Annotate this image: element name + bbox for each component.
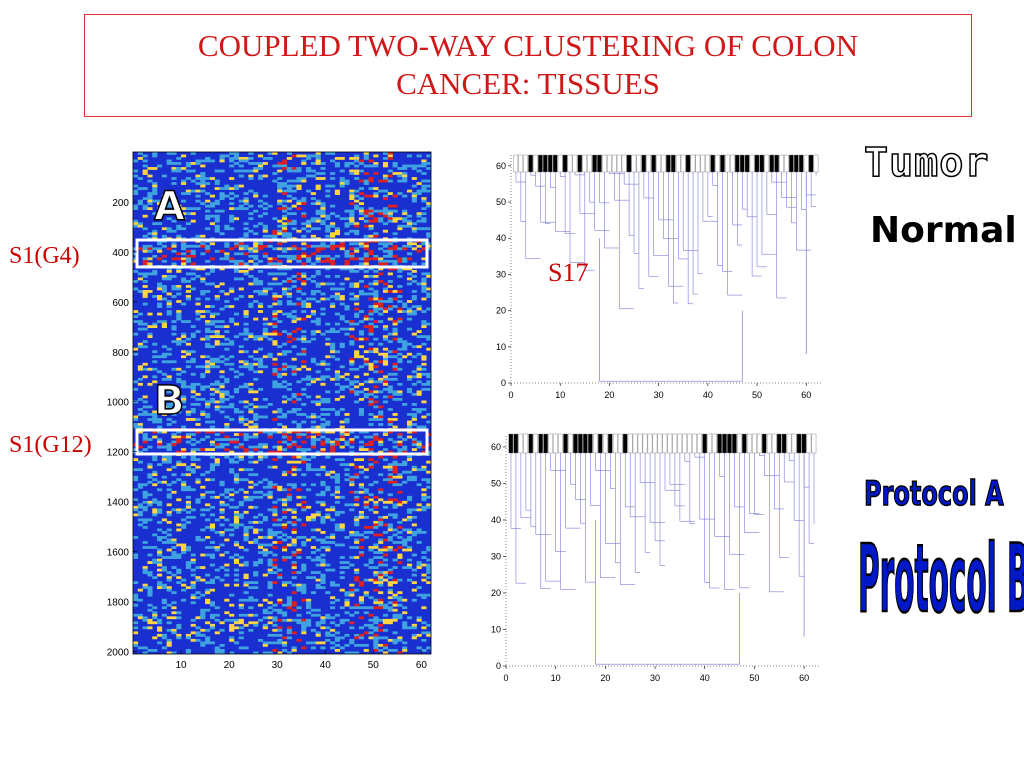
dendrogram-y-tick: 50 xyxy=(491,478,501,488)
legend-tumor: Tumor xyxy=(863,139,990,187)
dendrogram-x-tick: 10 xyxy=(551,673,561,683)
band-label-g12: S1(G12) xyxy=(9,432,92,458)
dendrogram-y-tick: 60 xyxy=(496,161,506,171)
band-label-g4: S1(G4) xyxy=(9,243,80,269)
cluster-label-b: B xyxy=(153,377,185,425)
heatmap-y-tick: 200 xyxy=(112,198,129,209)
legend-normal: Normal xyxy=(870,210,1017,251)
dendrogram-x-tick: 0 xyxy=(508,390,513,400)
dendrogram-x-tick: 0 xyxy=(503,673,508,683)
heatmap-x-tick: 20 xyxy=(224,660,236,671)
dendrogram-bottom: 0 10 20 30 40 50 60 0 10 20 30 40 50 60 xyxy=(491,433,819,683)
heatmap-y-tick: 1800 xyxy=(107,598,130,609)
dendrogram-y-tick: 0 xyxy=(501,378,506,388)
dendrogram-x-tick: 20 xyxy=(604,390,614,400)
dendrogram-x-tick: 50 xyxy=(752,390,762,400)
band-a-outline xyxy=(135,238,429,269)
heatmap-y-tick: 800 xyxy=(112,348,129,359)
legend-protocol-a: Protocol A xyxy=(864,473,1005,514)
heatmap-y-tick: 1000 xyxy=(107,398,130,409)
legend-protocol-b: Protocol B xyxy=(858,527,1024,636)
heatmap-axes: 200 400 600 800 1000 1200 1400 1600 1800 2000 10 20… xyxy=(107,151,432,671)
heatmap-y-tick: 2000 xyxy=(107,647,130,658)
dendrogram-y-tick: 40 xyxy=(491,515,501,525)
title-line-1: COUPLED TWO-WAY CLUSTERING OF COLON xyxy=(197,28,859,63)
dendrogram-y-tick: 0 xyxy=(496,661,501,671)
band-b-outline xyxy=(135,428,429,456)
heatmap-y-tick: 400 xyxy=(112,248,129,259)
dendrogram-x-tick: 50 xyxy=(749,673,759,683)
title-line-2: CANCER: TISSUES xyxy=(396,66,660,101)
dendrogram-y-tick: 40 xyxy=(496,233,506,243)
title-box: COUPLED TWO-WAY CLUSTERING OF COLON CANC… xyxy=(84,14,972,117)
heatmap-x-tick: 50 xyxy=(368,660,380,671)
heatmap-y-tick: 1400 xyxy=(107,498,130,509)
heatmap-x-tick: 60 xyxy=(416,660,428,671)
dendrogram-x-tick: 60 xyxy=(799,673,809,683)
dendrogram-y-tick: 10 xyxy=(491,624,501,634)
dendrogram-x-tick: 30 xyxy=(650,673,660,683)
dendrogram-y-tick: 30 xyxy=(491,551,501,561)
dendrogram-x-tick: 30 xyxy=(654,390,664,400)
s17-annotation: S17 xyxy=(548,258,589,287)
dendrogram-y-tick: 30 xyxy=(496,269,506,279)
dendrogram-x-tick: 40 xyxy=(703,390,713,400)
heatmap xyxy=(133,152,432,655)
heatmap-x-tick: 40 xyxy=(320,660,332,671)
heatmap-y-tick: 1200 xyxy=(107,448,130,459)
dendrogram-y-tick: 20 xyxy=(491,588,501,598)
dendrogram-y-tick: 50 xyxy=(496,197,506,207)
dendrogram-x-tick: 10 xyxy=(555,390,565,400)
dendrogram-y-tick: 60 xyxy=(491,442,501,452)
heatmap-x-tick: 30 xyxy=(272,660,284,671)
dendrogram-x-tick: 20 xyxy=(600,673,610,683)
dendrogram-x-tick: 40 xyxy=(700,673,710,683)
heatmap-y-tick: 600 xyxy=(112,298,129,309)
heatmap-y-tick: 1600 xyxy=(107,548,130,559)
cluster-label-a: A xyxy=(153,183,185,231)
dendrogram-x-tick: 60 xyxy=(801,390,811,400)
dendrogram-top: 0 10 20 30 40 50 60 0 10 20 30 40 50 60 xyxy=(496,154,821,400)
dendrogram-y-tick: 10 xyxy=(496,342,506,352)
dendrogram-y-tick: 20 xyxy=(496,306,506,316)
heatmap-x-tick: 10 xyxy=(176,660,188,671)
